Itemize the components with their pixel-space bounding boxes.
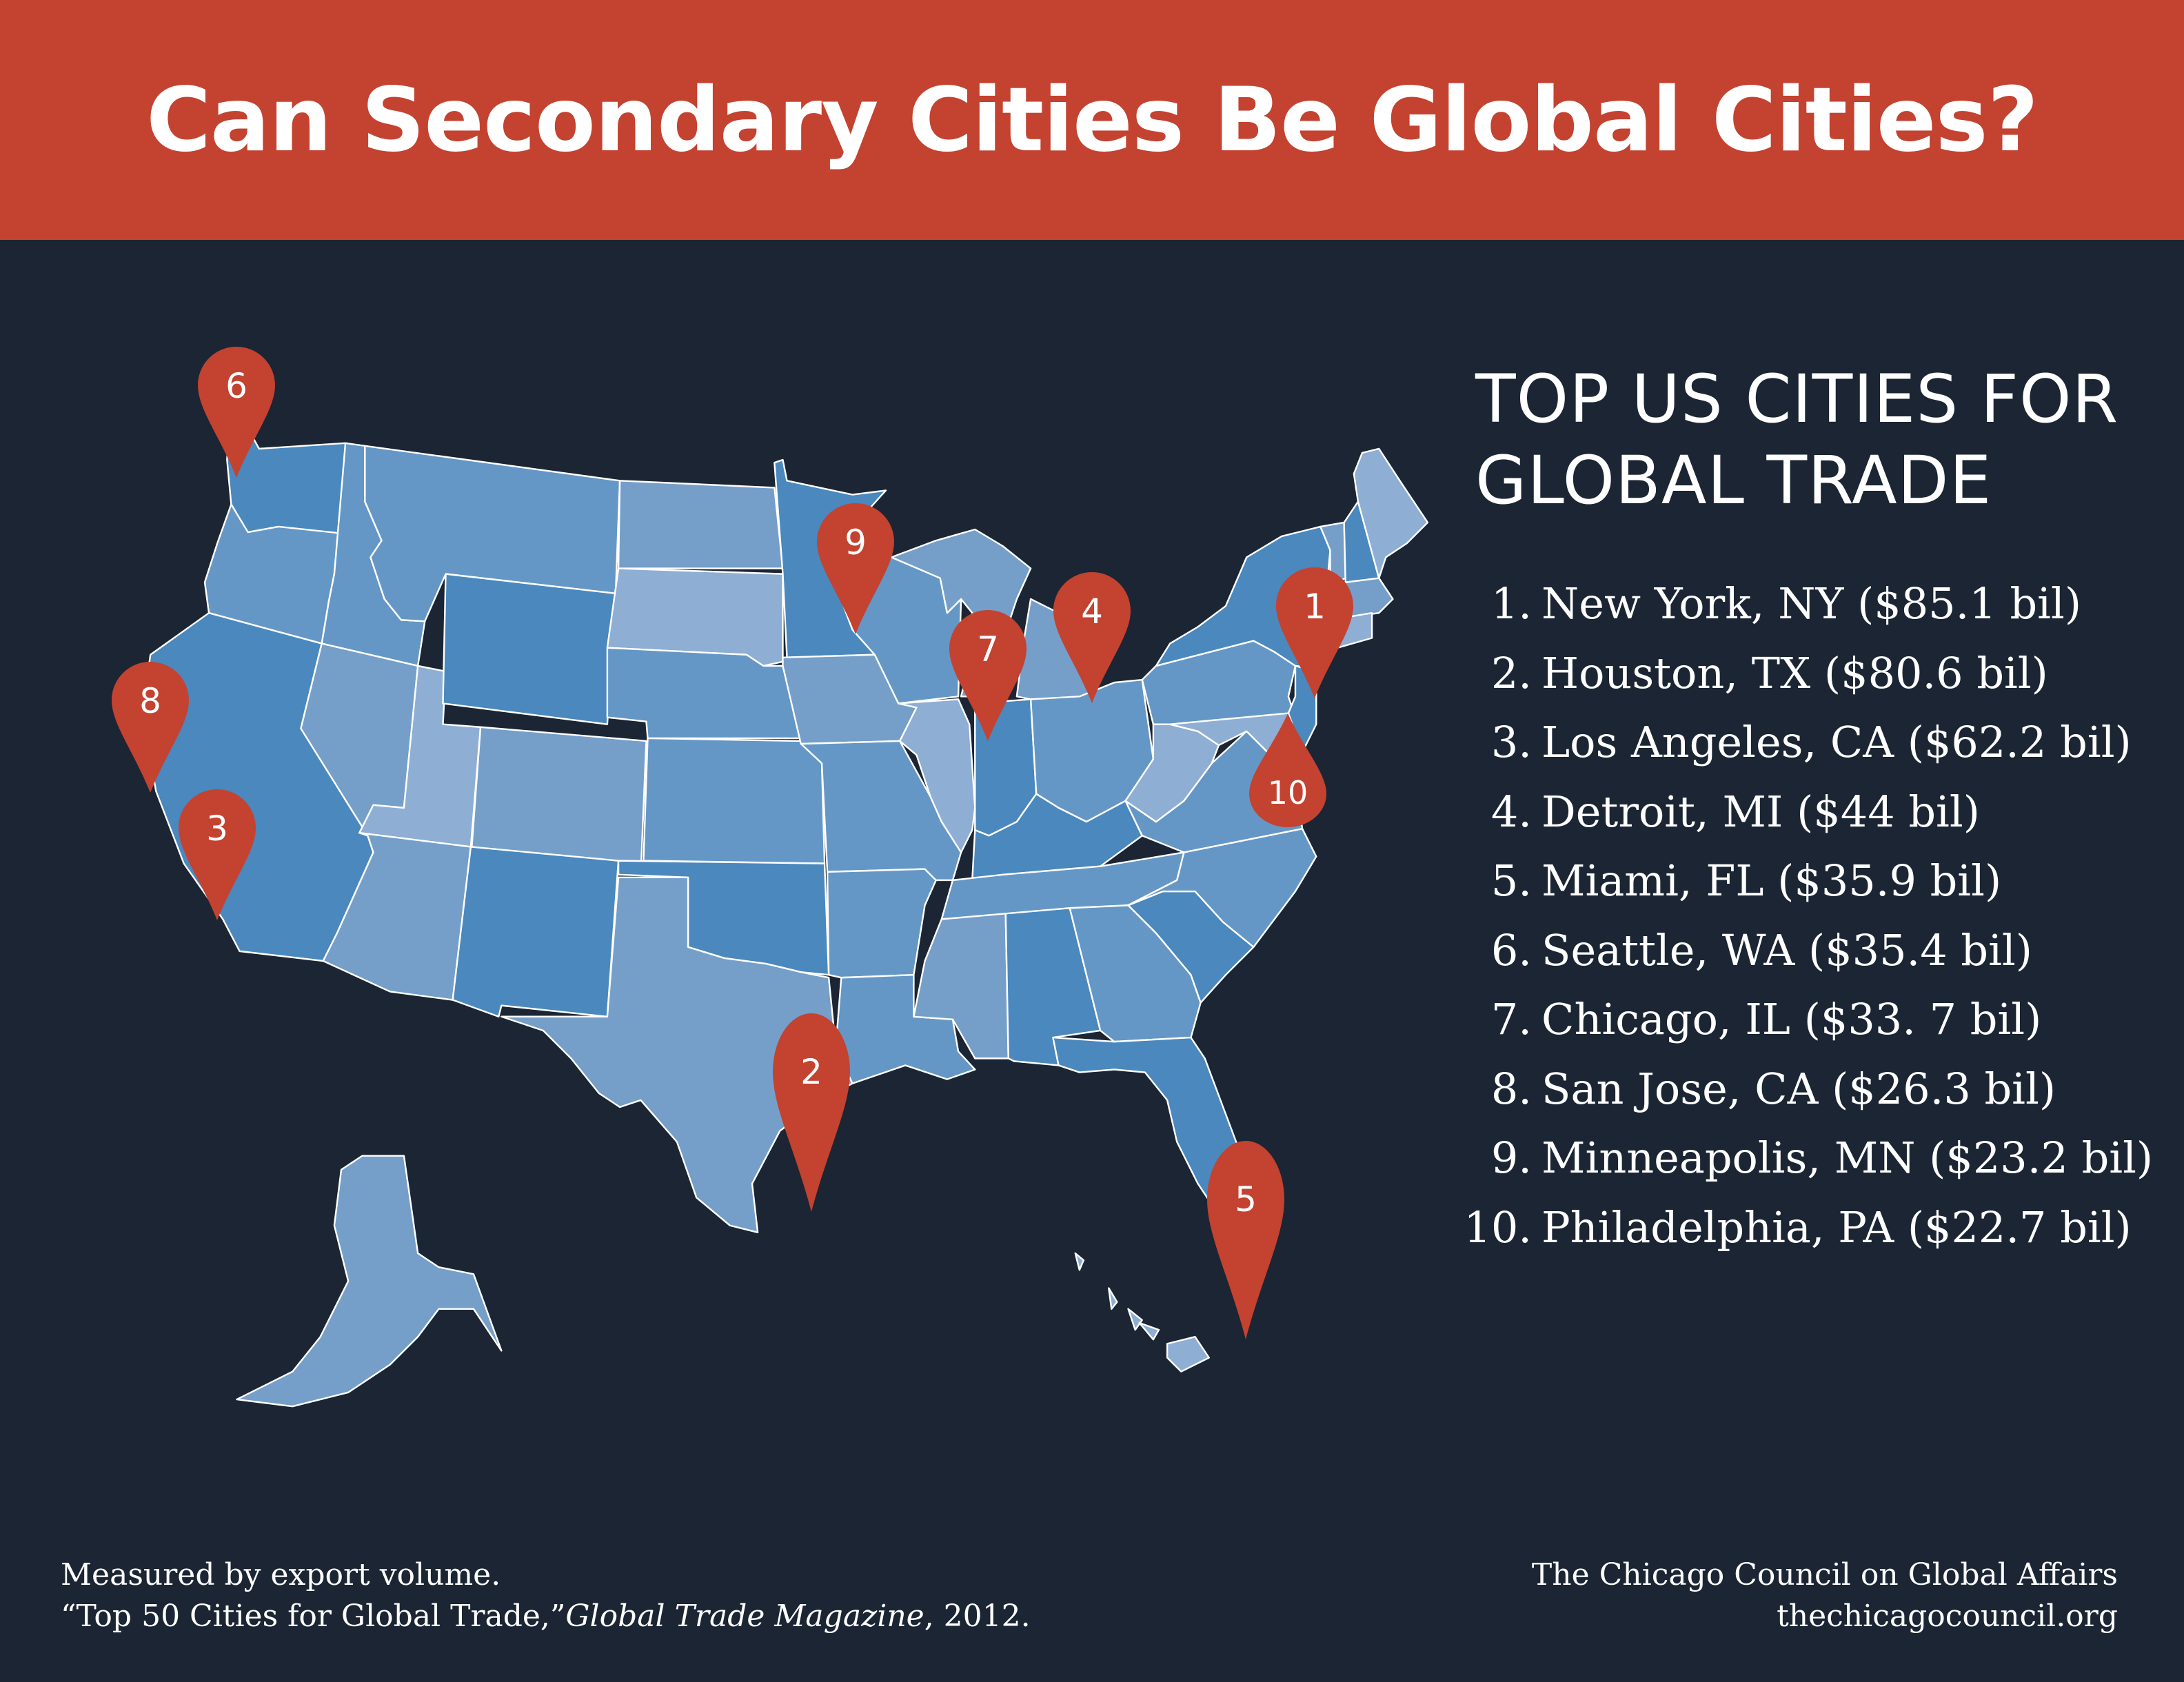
state-wy (442, 573, 617, 725)
map-pin-8[interactable]: 8 (112, 662, 189, 793)
panel-title: TOP US CITIES FOR GLOBAL TRADE (1475, 361, 2119, 519)
map-pin-4[interactable]: 4 (1053, 572, 1131, 703)
state-hi (1074, 1252, 1210, 1372)
list-item: 10. Philadelphia, PA ($22.7 bil) (1464, 1202, 2132, 1253)
map-pin-7[interactable]: 7 (949, 610, 1027, 741)
map-pin-icon (1207, 1141, 1284, 1339)
map-pin-9[interactable]: 9 (817, 503, 894, 634)
org-credit: The Chicago Council on Global Affairs th… (1532, 1554, 2118, 1637)
state-ks (643, 737, 826, 864)
state-ar (826, 868, 937, 979)
list-item: 6. Seattle, WA ($35.4 bil) (1490, 924, 2032, 975)
map-pin-10[interactable]: 10 (1249, 713, 1326, 827)
cities-list: 1. New York, NY ($85.1 bil) 2. Houston, TX… (1455, 569, 2178, 1262)
map-pin-icon (179, 789, 256, 920)
org-name: The Chicago Council on Global Affairs (1531, 1557, 2118, 1592)
map-pin-1[interactable]: 1 (1276, 567, 1353, 698)
state-me (1353, 447, 1429, 579)
list-item: 7. Chicago, IL ($33. 7 bil) (1490, 994, 2042, 1044)
map-pin-icon (1053, 572, 1131, 703)
map-pin-6[interactable]: 6 (198, 347, 275, 478)
map-pin-icon (1276, 567, 1353, 698)
map-pin-icon (1249, 713, 1326, 827)
map-pin-3[interactable]: 3 (179, 789, 256, 920)
state-nm (452, 846, 620, 1017)
org-url[interactable]: thechicagocouncil.org (1777, 1599, 2118, 1634)
page-title: Can Secondary Cities Be Global Cities? (146, 68, 2039, 172)
list-item: 8. San Jose, CA ($26.3 bil) (1490, 1063, 2056, 1114)
list-item: 4. Detroit, MI ($44 bil) (1490, 786, 1980, 837)
map-pin-5[interactable]: 5 (1207, 1141, 1284, 1339)
map-pin-2[interactable]: 2 (773, 1013, 850, 1212)
map-pin-icon (817, 503, 894, 634)
source-note: Measured by export volume. “Top 50 Citie… (61, 1554, 1031, 1637)
map-pin-icon (773, 1013, 850, 1212)
state-tx (501, 876, 853, 1233)
map-pin-icon (112, 662, 189, 793)
state-mt (364, 445, 621, 622)
measure-note: Measured by export volume. (61, 1557, 501, 1592)
source-citation: “Top 50 Cities for Global Trade,”Global … (61, 1599, 1031, 1634)
map-pin-icon (198, 347, 275, 478)
title-banner: Can Secondary Cities Be Global Cities? (0, 0, 2184, 240)
list-item: 2. Houston, TX ($80.6 bil) (1490, 647, 2048, 698)
list-item: 5. Miami, FL ($35.9 bil) (1490, 855, 2002, 906)
top-cities-panel: TOP US CITIES FOR GLOBAL TRADE 1. New Yor… (1455, 358, 2178, 1262)
state-ak (236, 1155, 503, 1408)
us-map (141, 413, 1429, 1408)
state-il (897, 698, 976, 853)
list-item: 9. Minneapolis, MN ($23.2 bil) (1490, 1133, 2154, 1183)
state-nd (617, 480, 784, 569)
list-item: 1. New York, NY ($85.1 bil) (1490, 578, 2082, 629)
map-pin-icon (949, 610, 1027, 741)
list-item: 3. Los Angeles, CA ($62.2 bil) (1490, 717, 2132, 767)
